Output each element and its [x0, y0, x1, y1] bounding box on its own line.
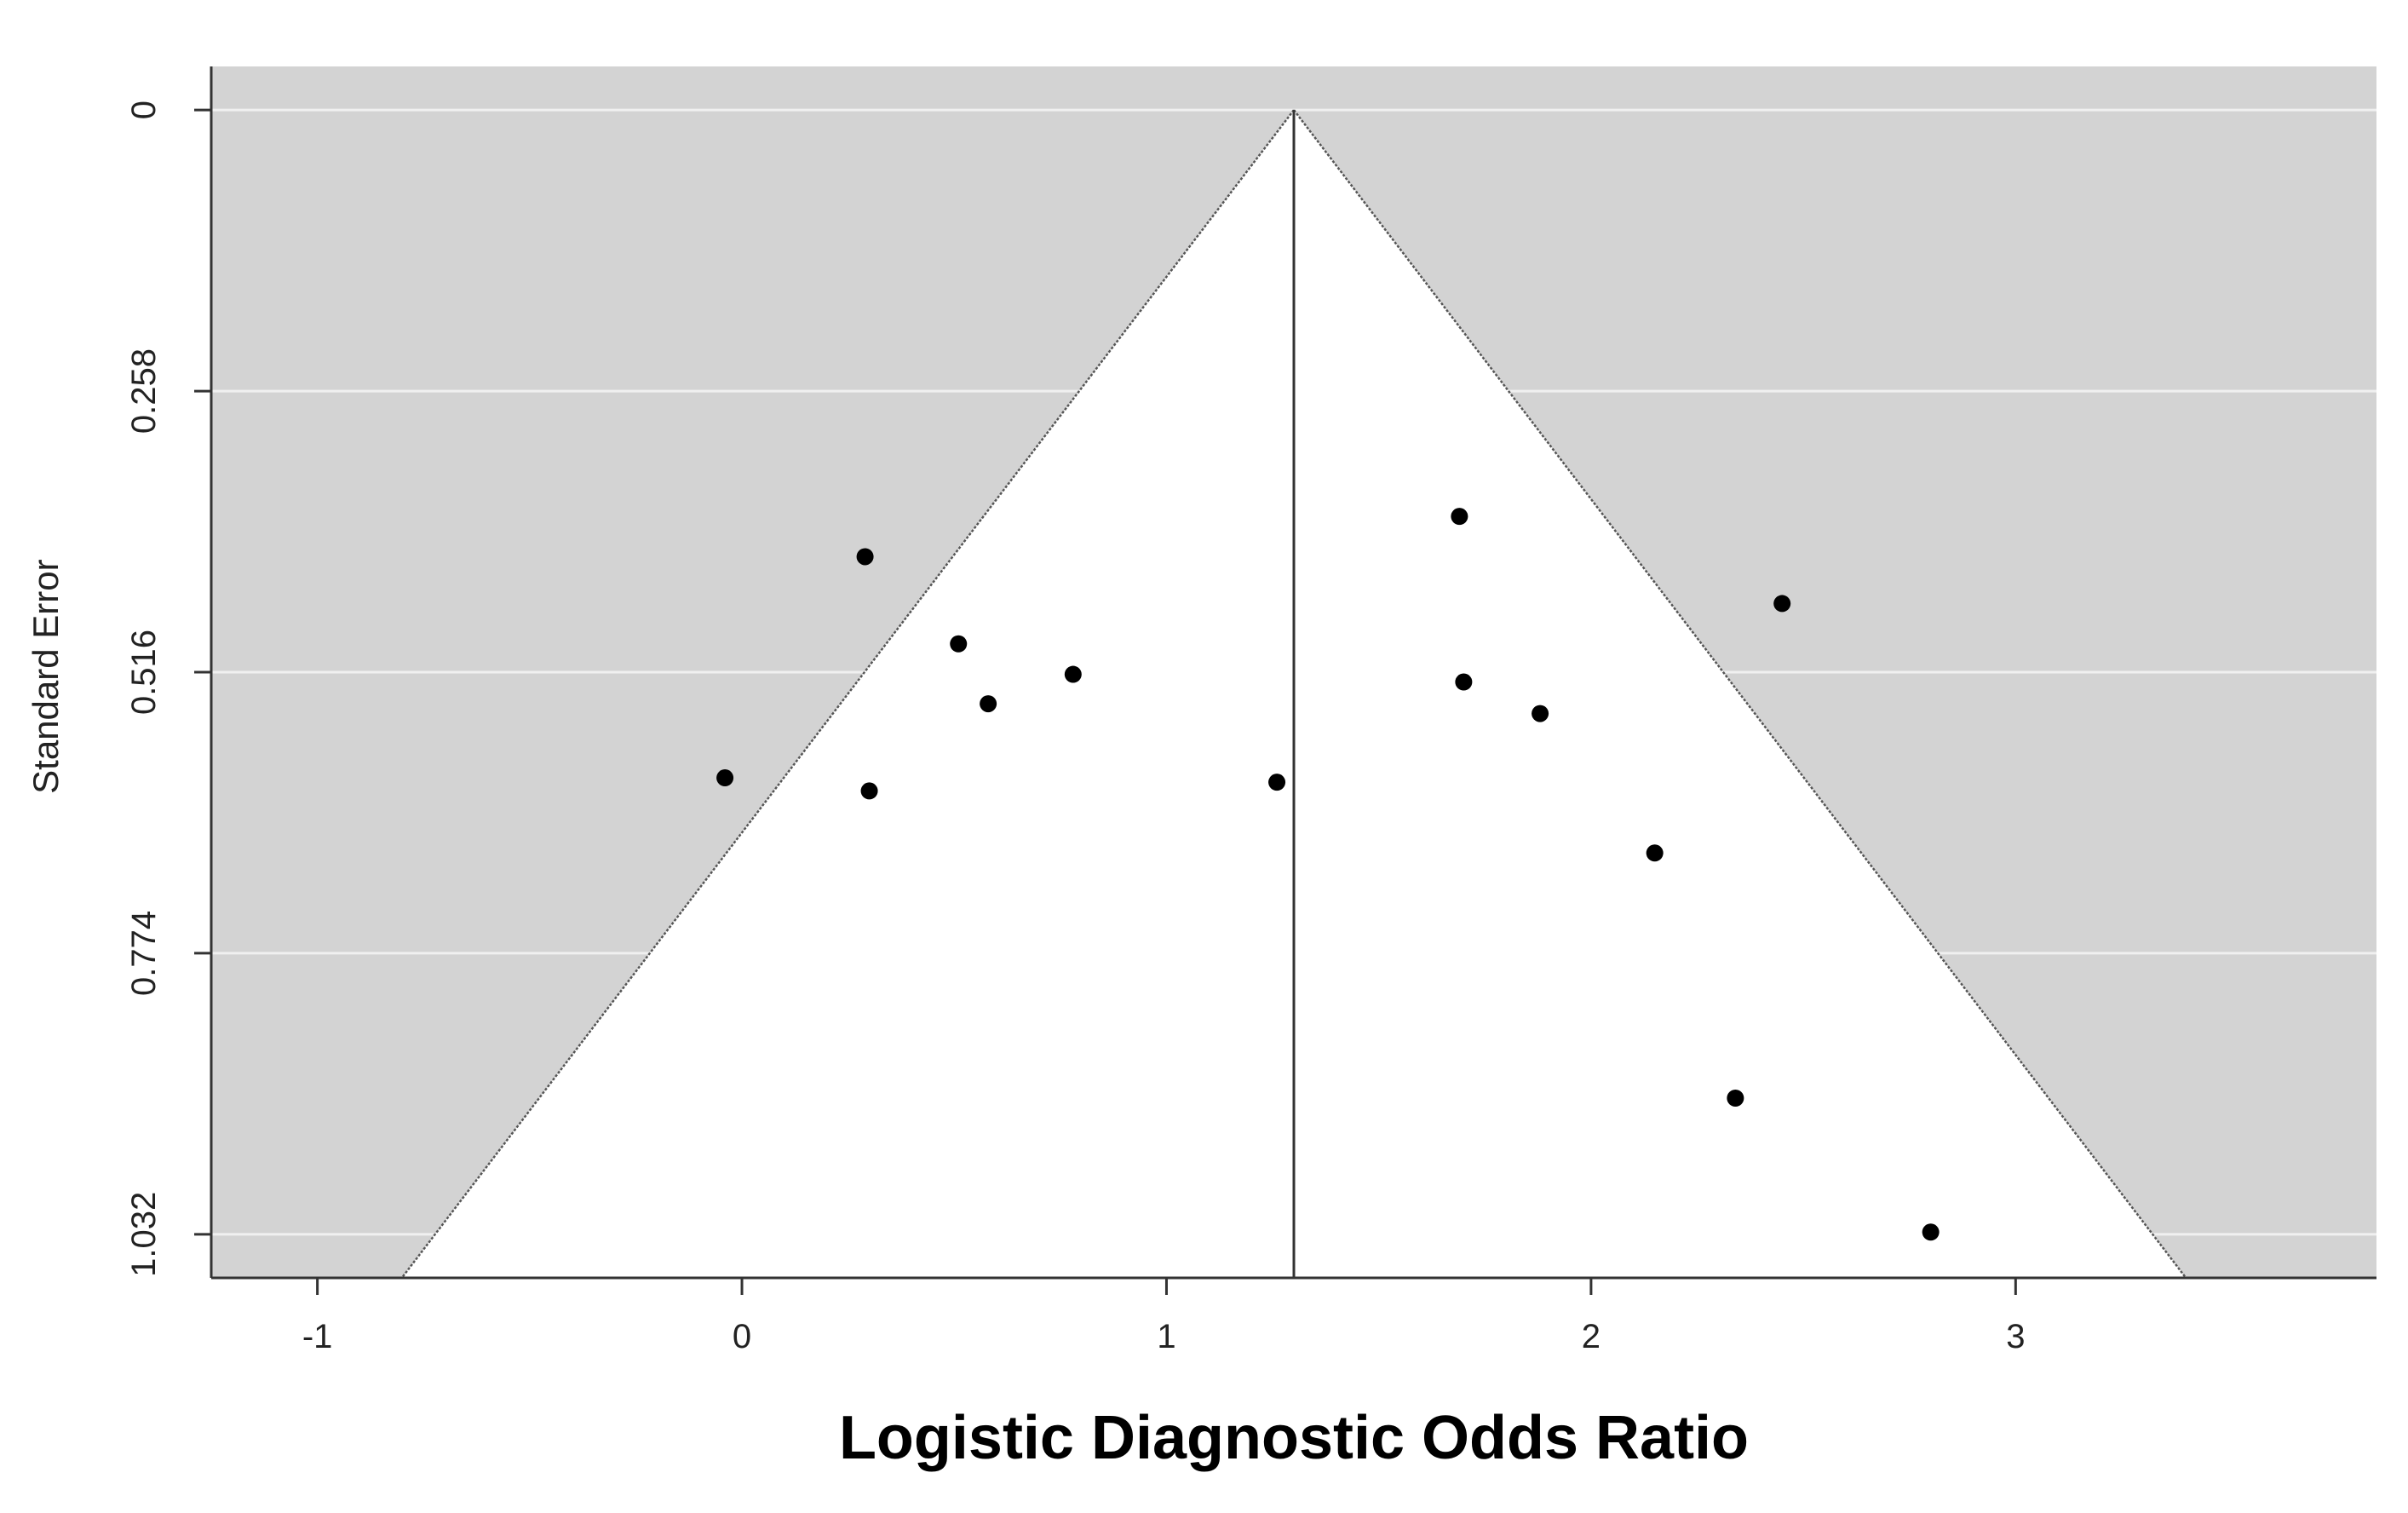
point-9 [1532, 705, 1549, 722]
point-8 [1455, 673, 1473, 691]
y-tick-label-2: 0.516 [125, 630, 163, 715]
x-tick-label-4: 3 [2006, 1318, 2025, 1355]
x-axis-label: Logistic Diagnostic Odds Ratio [839, 1404, 1749, 1472]
x-tick-label-2: 1 [1157, 1318, 1175, 1355]
x-tick-label-3: 2 [1582, 1318, 1601, 1355]
point-3 [980, 695, 997, 713]
y-tick-label-1: 0.258 [125, 348, 163, 434]
point-1 [950, 635, 968, 653]
point-5 [860, 782, 878, 800]
y-tick-label-3: 0.774 [125, 911, 163, 996]
point-10 [1773, 595, 1791, 613]
y-axis-label: Standard Error [26, 559, 66, 793]
x-tick-label-0: -1 [302, 1318, 333, 1355]
x-axis-ticks: -1 0 1 2 3 [302, 1278, 2025, 1355]
y-tick-label-0: 0 [125, 101, 163, 119]
y-axis-ticks: 0 0.258 0.516 0.774 1.032 [125, 101, 211, 1277]
point-11 [1646, 844, 1664, 862]
point-12 [1727, 1090, 1744, 1107]
funnel-right-edge [1293, 109, 2187, 1279]
funnel-edges [400, 109, 2187, 1279]
point-7 [1451, 508, 1468, 526]
point-0 [856, 548, 874, 566]
point-13 [1922, 1223, 1940, 1241]
y-tick-label-4: 1.032 [125, 1192, 163, 1277]
funnel-left-edge [400, 109, 1295, 1279]
point-6 [1268, 774, 1286, 791]
point-2 [1064, 665, 1082, 683]
data-points [716, 508, 1940, 1241]
point-4 [716, 769, 734, 787]
x-tick-label-1: 0 [733, 1318, 751, 1355]
